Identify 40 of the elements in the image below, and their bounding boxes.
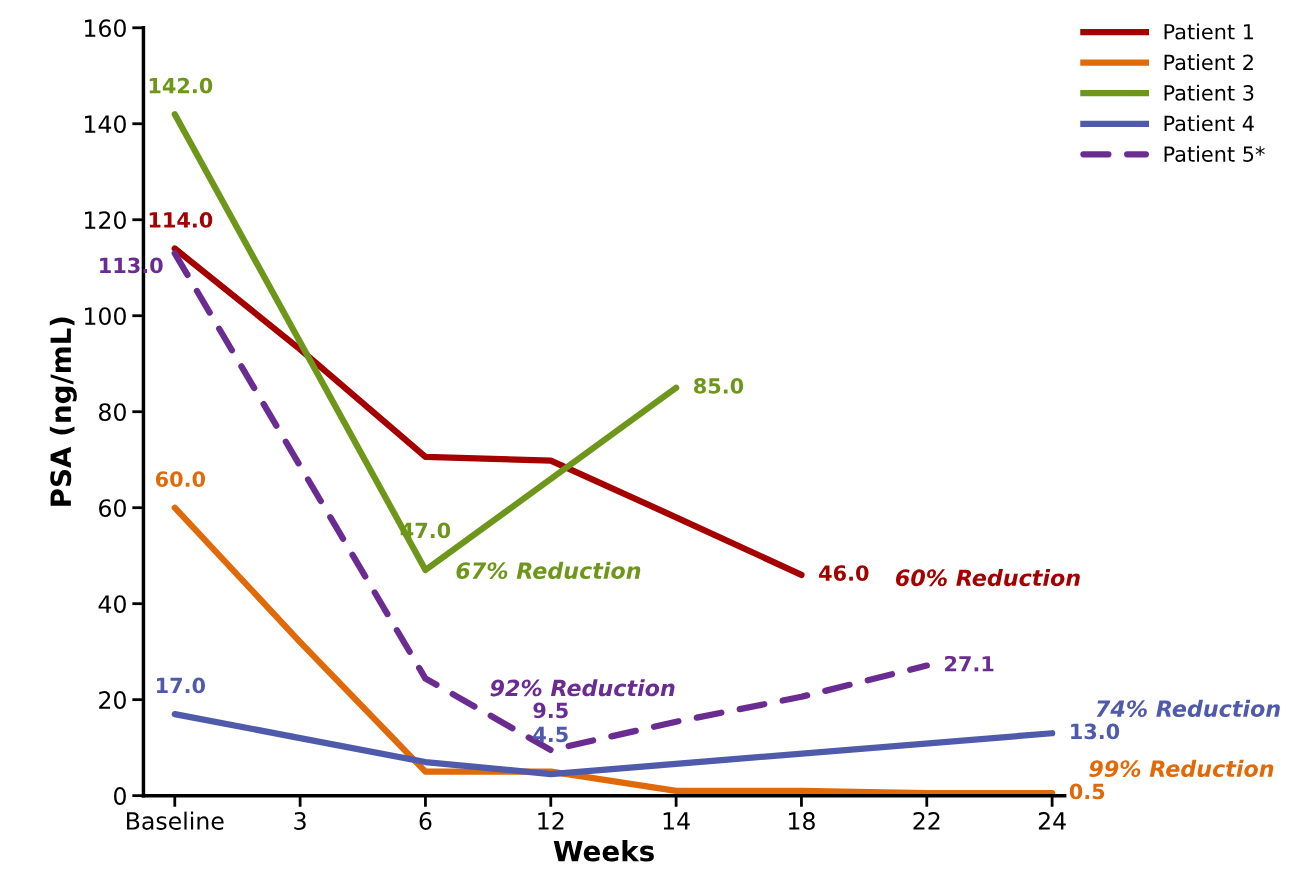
data-label: 0.5 xyxy=(1069,783,1105,800)
legend-label: Patient 3 xyxy=(1164,84,1254,101)
text: 99% Reduction xyxy=(1089,759,1274,778)
y-tick-label: 60 xyxy=(99,499,126,517)
y-tick-label: 120 xyxy=(85,211,126,230)
data-label: 142.0 xyxy=(149,77,213,94)
annotation: 60% Reduction xyxy=(895,568,1080,587)
y-tick-label: 160 xyxy=(85,19,126,38)
data-label: 17.0 xyxy=(156,677,206,694)
annotation: 67% Reduction xyxy=(456,561,641,580)
y-tick-label: 100 xyxy=(85,307,126,326)
legend-label: Patient 2 xyxy=(1164,54,1253,71)
data-label: 114.0 xyxy=(149,212,213,228)
data-label: 46.0 xyxy=(819,565,869,581)
x-tick-label: 18 xyxy=(789,812,815,830)
legend-label: Patient 1 xyxy=(1164,23,1254,40)
y-tick-label: 140 xyxy=(85,115,126,134)
x-tick-label: 12 xyxy=(538,812,564,830)
x-axis-title: Weeks xyxy=(553,840,654,862)
legend-label: Patient 5* xyxy=(1164,145,1265,162)
x-tick-label: 24 xyxy=(1038,812,1066,830)
text: 74% Reduction xyxy=(1096,699,1280,717)
y-tick-label: 80 xyxy=(99,403,126,422)
y-tick-label: 40 xyxy=(98,595,126,613)
y-tick-label: 0 xyxy=(114,787,126,805)
annotation: 92% Reduction xyxy=(490,679,675,697)
data-label: 85.0 xyxy=(694,378,744,394)
y-axis-title: PSA (ng/mL) xyxy=(49,317,77,506)
data-label: 27.1 xyxy=(945,655,994,672)
legend-label: Patient 4 xyxy=(1164,115,1254,132)
x-tick-label: 6 xyxy=(419,812,432,830)
x-tick-label: Baseline xyxy=(127,811,224,830)
data-label: 60.0 xyxy=(155,471,206,487)
x-tick-label: 14 xyxy=(663,812,690,830)
x-tick-label: 3 xyxy=(294,812,306,830)
data-label: 9.5 xyxy=(533,702,568,719)
data-label: 13.0 xyxy=(1071,723,1120,740)
data-label: 4.5 xyxy=(533,726,568,743)
y-tick-label: 20 xyxy=(99,691,126,709)
x-tick-label: 22 xyxy=(913,812,940,830)
